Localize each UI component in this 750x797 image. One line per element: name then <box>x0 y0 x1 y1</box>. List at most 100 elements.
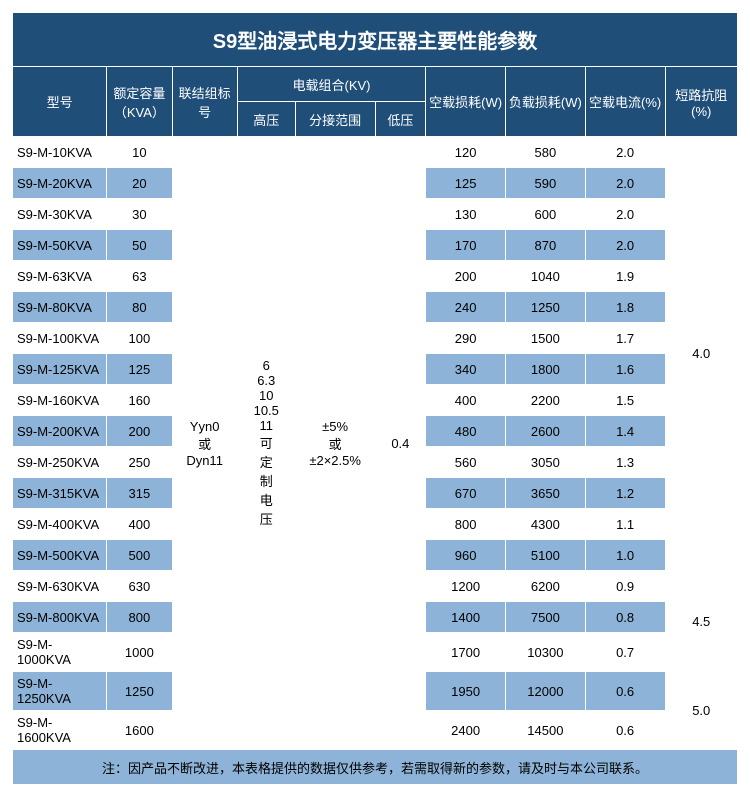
cell-model: S9-M-1250KVA <box>13 672 107 711</box>
cell-tap: ±5% 或 ±2×2.5% <box>295 137 375 750</box>
cell-nl: 1700 <box>426 633 506 672</box>
cell-capacity: 10 <box>107 137 172 168</box>
cell-capacity: 400 <box>107 509 172 540</box>
cell-nc: 2.0 <box>585 168 665 199</box>
cell-nc: 2.0 <box>585 230 665 261</box>
cell-nl: 170 <box>426 230 506 261</box>
cell-nc: 1.5 <box>585 385 665 416</box>
cell-model: S9-M-1600KVA <box>13 711 107 750</box>
cell-ll: 6200 <box>506 571 586 602</box>
cell-capacity: 630 <box>107 571 172 602</box>
cell-nl: 400 <box>426 385 506 416</box>
cell-capacity: 20 <box>107 168 172 199</box>
cell-nc: 1.0 <box>585 540 665 571</box>
th-noload-loss: 空载损耗(W) <box>426 67 506 137</box>
th-load-loss: 负载损耗(W) <box>506 67 586 137</box>
cell-ll: 1500 <box>506 323 586 354</box>
cell-nc: 1.3 <box>585 447 665 478</box>
cell-model: S9-M-50KVA <box>13 230 107 261</box>
cell-impedance: 5.0 <box>665 672 738 750</box>
th-model: 型号 <box>13 67 107 137</box>
cell-nc: 0.6 <box>585 672 665 711</box>
cell-nl: 2400 <box>426 711 506 750</box>
th-voltage-group: 电载组合(KV) <box>237 67 426 102</box>
cell-ll: 1250 <box>506 292 586 323</box>
cell-nl: 240 <box>426 292 506 323</box>
cell-ll: 3650 <box>506 478 586 509</box>
cell-nl: 120 <box>426 137 506 168</box>
cell-nc: 1.7 <box>585 323 665 354</box>
cell-hv: 6 6.3 10 10.5 11 可 定 制 电 压 <box>237 137 295 750</box>
cell-nl: 800 <box>426 509 506 540</box>
cell-model: S9-M-315KVA <box>13 478 107 509</box>
table-row: S9-M-10KVA10Yyn0 或 Dyn116 6.3 10 10.5 11… <box>13 137 738 168</box>
cell-ll: 2200 <box>506 385 586 416</box>
cell-model: S9-M-1000KVA <box>13 633 107 672</box>
cell-model: S9-M-80KVA <box>13 292 107 323</box>
cell-nl: 125 <box>426 168 506 199</box>
cell-ll: 600 <box>506 199 586 230</box>
cell-nl: 130 <box>426 199 506 230</box>
cell-capacity: 1600 <box>107 711 172 750</box>
cell-ll: 14500 <box>506 711 586 750</box>
cell-ll: 1040 <box>506 261 586 292</box>
cell-nc: 1.4 <box>585 416 665 447</box>
cell-capacity: 125 <box>107 354 172 385</box>
cell-model: S9-M-30KVA <box>13 199 107 230</box>
cell-capacity: 50 <box>107 230 172 261</box>
cell-ll: 4300 <box>506 509 586 540</box>
cell-nl: 290 <box>426 323 506 354</box>
cell-model: S9-M-630KVA <box>13 571 107 602</box>
cell-ll: 870 <box>506 230 586 261</box>
cell-nl: 1400 <box>426 602 506 633</box>
cell-impedance: 4.0 <box>665 137 738 571</box>
cell-connection: Yyn0 或 Dyn11 <box>172 137 237 750</box>
cell-model: S9-M-63KVA <box>13 261 107 292</box>
cell-ll: 580 <box>506 137 586 168</box>
cell-nl: 1950 <box>426 672 506 711</box>
cell-nc: 0.8 <box>585 602 665 633</box>
th-connection: 联结组标号 <box>172 67 237 137</box>
cell-nc: 0.9 <box>585 571 665 602</box>
spec-table: S9型油浸式电力变压器主要性能参数 型号 额定容量（KVA） 联结组标号 电载组… <box>12 12 738 785</box>
cell-ll: 5100 <box>506 540 586 571</box>
cell-impedance: 4.5 <box>665 571 738 672</box>
table-body: S9-M-10KVA10Yyn0 或 Dyn116 6.3 10 10.5 11… <box>13 137 738 750</box>
cell-capacity: 200 <box>107 416 172 447</box>
cell-capacity: 500 <box>107 540 172 571</box>
cell-capacity: 80 <box>107 292 172 323</box>
cell-capacity: 1000 <box>107 633 172 672</box>
cell-ll: 3050 <box>506 447 586 478</box>
th-hv: 高压 <box>237 102 295 137</box>
cell-model: S9-M-500KVA <box>13 540 107 571</box>
th-capacity: 额定容量（KVA） <box>107 67 172 137</box>
cell-nc: 0.6 <box>585 711 665 750</box>
cell-nl: 200 <box>426 261 506 292</box>
cell-nc: 2.0 <box>585 137 665 168</box>
cell-model: S9-M-400KVA <box>13 509 107 540</box>
table-footer: 注：因产品不断改进，本表格提供的数据仅供参考，若需取得新的参数，请及时与本公司联… <box>13 750 738 785</box>
cell-capacity: 315 <box>107 478 172 509</box>
cell-ll: 7500 <box>506 602 586 633</box>
cell-model: S9-M-125KVA <box>13 354 107 385</box>
cell-model: S9-M-800KVA <box>13 602 107 633</box>
cell-model: S9-M-20KVA <box>13 168 107 199</box>
cell-nl: 960 <box>426 540 506 571</box>
cell-capacity: 1250 <box>107 672 172 711</box>
cell-ll: 590 <box>506 168 586 199</box>
cell-nl: 1200 <box>426 571 506 602</box>
cell-nc: 1.6 <box>585 354 665 385</box>
cell-capacity: 800 <box>107 602 172 633</box>
cell-nl: 560 <box>426 447 506 478</box>
th-lv: 低压 <box>375 102 426 137</box>
th-impedance: 短路抗阻(%) <box>665 67 738 137</box>
cell-lv: 0.4 <box>375 137 426 750</box>
cell-nc: 2.0 <box>585 199 665 230</box>
cell-capacity: 63 <box>107 261 172 292</box>
cell-model: S9-M-10KVA <box>13 137 107 168</box>
cell-nc: 0.7 <box>585 633 665 672</box>
cell-ll: 10300 <box>506 633 586 672</box>
cell-model: S9-M-160KVA <box>13 385 107 416</box>
th-tap: 分接范围 <box>295 102 375 137</box>
cell-capacity: 100 <box>107 323 172 354</box>
